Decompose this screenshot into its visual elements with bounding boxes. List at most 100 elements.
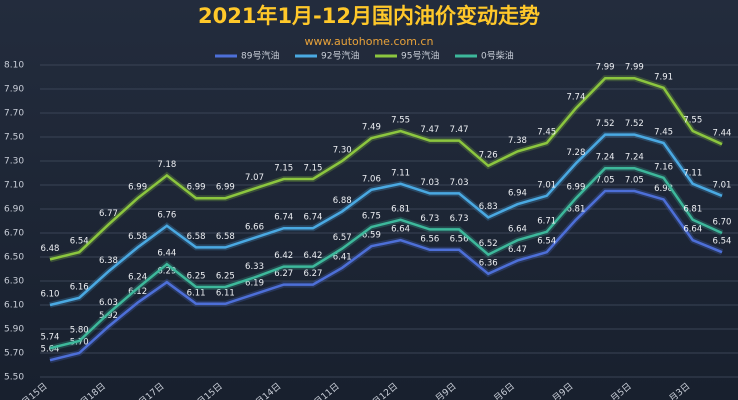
data-label: 6.42: [303, 251, 322, 261]
data-label: 6.57: [333, 233, 352, 243]
data-label: 6.74: [274, 213, 293, 223]
y-tick-label: 6.30: [4, 277, 24, 287]
data-label: 7.44: [713, 129, 732, 139]
data-label: 7.03: [420, 178, 439, 188]
data-label: 7.52: [596, 119, 615, 129]
data-label: 6.42: [274, 251, 293, 261]
data-label: 6.99: [187, 183, 206, 193]
data-label: 7.11: [683, 168, 702, 178]
data-label: 6.12: [128, 287, 147, 297]
data-label: 7.45: [537, 128, 556, 138]
y-tick-label: 7.70: [4, 109, 24, 119]
data-label: 6.19: [245, 279, 264, 289]
data-label: 6.54: [713, 237, 732, 247]
data-label: 6.56: [450, 234, 469, 244]
data-label: 7.99: [625, 63, 644, 73]
y-tick-label: 5.90: [4, 325, 24, 335]
y-tick-label: 7.50: [4, 133, 24, 143]
data-label: 6.77: [99, 209, 118, 219]
data-label: 6.36: [479, 258, 498, 268]
data-label: 7.55: [683, 116, 702, 126]
data-label: 6.47: [508, 245, 527, 255]
data-label: 6.56: [420, 234, 439, 244]
y-tick-label: 6.50: [4, 253, 24, 263]
data-label: 7.74: [566, 93, 585, 103]
data-label: 6.25: [187, 272, 206, 282]
data-label: 6.48: [41, 244, 60, 254]
chart-title: 2021年1月-12月国内油价变动走势: [198, 4, 540, 28]
data-label: 7.16: [654, 162, 673, 172]
data-label: 6.94: [508, 189, 527, 199]
data-label: 6.76: [157, 210, 176, 220]
data-label: 7.01: [537, 180, 556, 190]
data-label: 7.03: [450, 178, 469, 188]
data-label: 6.99: [566, 183, 585, 193]
data-label: 6.64: [683, 225, 702, 235]
data-label: 6.88: [333, 196, 352, 206]
data-label: 5.80: [70, 326, 89, 336]
chart-subtitle: www.autohome.com.cn: [305, 35, 434, 48]
data-label: 7.52: [625, 119, 644, 129]
data-label: 6.81: [566, 204, 585, 214]
y-tick-label: 5.70: [4, 349, 24, 359]
data-label: 7.55: [391, 116, 410, 126]
data-label: 6.11: [216, 288, 235, 298]
data-label: 6.81: [683, 204, 702, 214]
data-label: 6.99: [216, 183, 235, 193]
y-tick-label: 7.10: [4, 181, 24, 191]
data-label: 7.07: [245, 173, 264, 183]
data-label: 6.70: [713, 218, 732, 228]
data-label: 7.15: [274, 164, 293, 174]
data-label: 7.38: [508, 136, 527, 146]
data-label: 7.01: [713, 180, 732, 190]
data-label: 6.66: [245, 222, 264, 232]
data-label: 6.58: [128, 232, 147, 242]
y-tick-label: 6.10: [4, 301, 24, 311]
data-label: 6.81: [391, 204, 410, 214]
data-label: 7.49: [362, 123, 381, 133]
data-label: 6.71: [537, 216, 556, 226]
data-label: 6.29: [157, 267, 176, 277]
series-line: [49, 133, 723, 307]
data-label: 6.25: [216, 272, 235, 282]
data-label: 7.91: [654, 72, 673, 82]
data-label: 5.74: [41, 333, 60, 343]
data-label: 7.24: [625, 153, 644, 163]
data-label: 6.58: [187, 232, 206, 242]
data-label: 6.59: [362, 231, 381, 241]
data-label: 6.64: [508, 225, 527, 235]
data-label: 6.54: [70, 237, 89, 247]
data-label: 5.92: [99, 311, 118, 321]
data-label: 6.75: [362, 212, 381, 222]
data-label: 5.64: [41, 345, 60, 355]
data-label: 7.28: [566, 148, 585, 158]
data-label: 7.45: [654, 128, 673, 138]
series-line: [49, 189, 723, 362]
data-label: 7.05: [596, 176, 615, 186]
data-label: 7.05: [625, 176, 644, 186]
data-label: 6.03: [99, 298, 118, 308]
data-label: 6.52: [479, 239, 498, 249]
data-label: 7.30: [333, 146, 352, 156]
data-label: 7.11: [391, 168, 410, 178]
data-label: 7.47: [450, 125, 469, 135]
y-tick-label: 8.10: [4, 61, 24, 71]
data-label: 6.33: [245, 262, 264, 272]
series-line: [49, 76, 723, 261]
data-label: 7.06: [362, 174, 381, 184]
legend-label: 89号汽油: [241, 50, 279, 62]
data-label: 6.16: [70, 282, 89, 292]
legend-label: 95号汽油: [401, 50, 439, 62]
legend-label: 92号汽油: [321, 50, 359, 62]
legend-label: 0号柴油: [481, 50, 514, 62]
data-label: 6.10: [41, 290, 60, 300]
data-label: 7.18: [157, 160, 176, 170]
data-label: 6.27: [274, 269, 293, 279]
data-label: 6.38: [99, 256, 118, 266]
data-label: 7.24: [596, 153, 615, 163]
data-label: 6.73: [420, 214, 439, 224]
data-label: 6.83: [479, 202, 498, 212]
data-label: 6.27: [303, 269, 322, 279]
data-label: 6.44: [157, 249, 176, 259]
